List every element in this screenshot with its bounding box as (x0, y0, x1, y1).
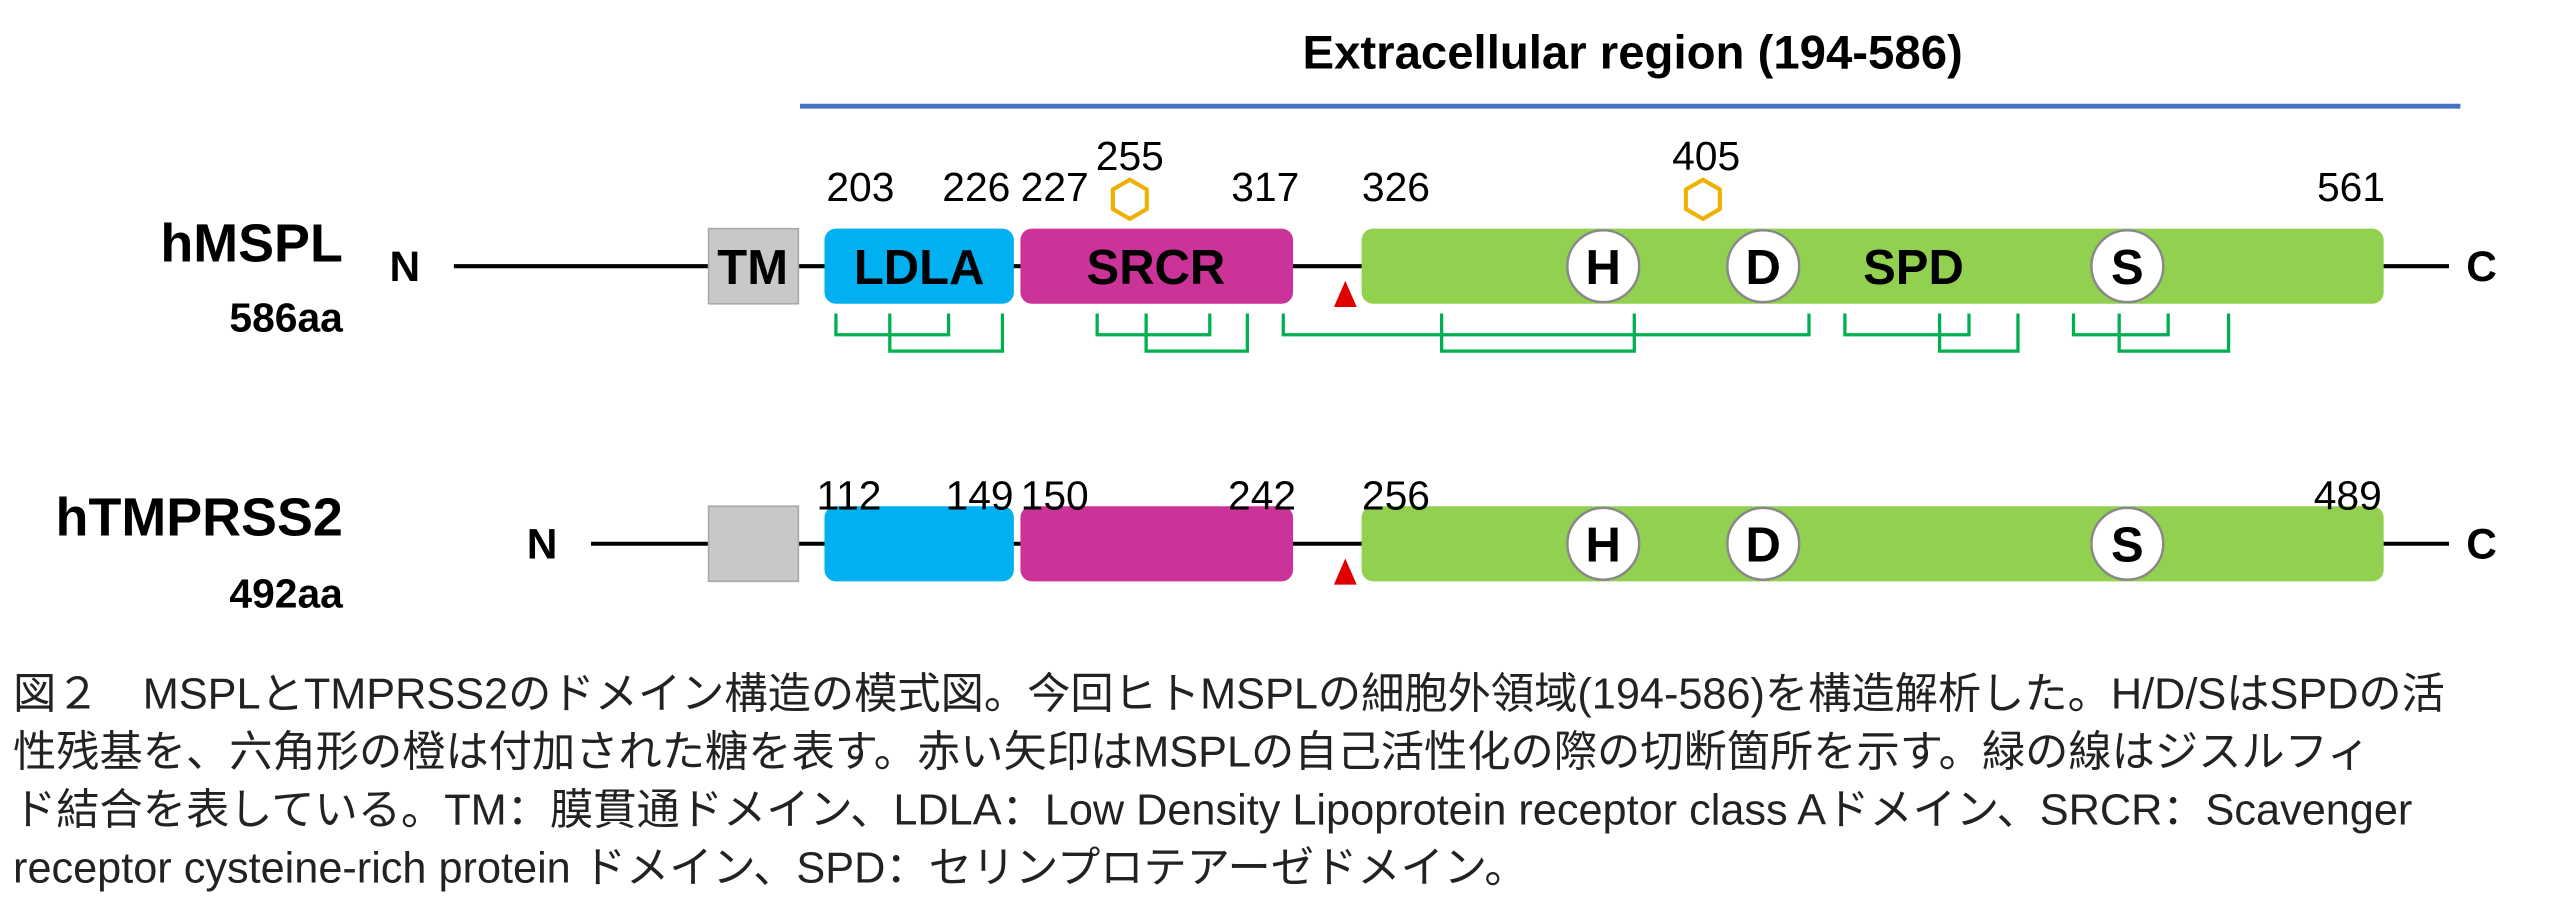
active-site (1566, 506, 1641, 581)
active-site-label: D (1746, 241, 1781, 295)
srcr-label: SRCR (1087, 241, 1226, 295)
active-site-label: D (1746, 519, 1781, 573)
tm-domain (707, 505, 800, 583)
position-label: 112 (816, 472, 881, 518)
position-label: 203 (826, 164, 894, 210)
active-site-label: H (1586, 519, 1621, 573)
position-label: 561 (2317, 164, 2385, 210)
position-label: 150 (1021, 472, 1089, 518)
active-site-label: H (1586, 241, 1621, 295)
caption: 図２ MSPLとTMPRSS2のドメイン構造の模式図。今回ヒトMSPLの細胞外領… (13, 671, 2445, 893)
n-terminus: N (390, 243, 421, 290)
c-terminus: C (2466, 243, 2497, 290)
protein-length: 492aa (229, 570, 343, 616)
srcr-domain (1020, 506, 1294, 582)
disulfide-bond (2117, 313, 2231, 353)
cleavage-arrow (1333, 558, 1357, 585)
region-title: Extracellular region (194-586) (1303, 27, 1963, 80)
active-site (2090, 229, 2165, 304)
protein-name: hTMPRSS2 (56, 488, 343, 548)
disulfide-bond (1843, 313, 1971, 337)
caption-line: 性残基を、六角形の橙は付加された糖を表す。赤い矢印はMSPLの自己活性化の際の切… (13, 729, 2370, 777)
proteins: hMSPL 586aa N C TM LDLA SRCR SPD H D S 203 226 227255… (56, 133, 2497, 617)
spd-label: SPD (1863, 241, 1964, 295)
position-label: 405 (1672, 133, 1740, 179)
protein-length: 586aa (229, 295, 343, 341)
spd-domain (1361, 506, 2384, 582)
disulfide-bond (1281, 313, 1811, 337)
position-label: 227 (1021, 164, 1089, 210)
position-label: 242 (1228, 472, 1296, 518)
disulfide-bond (1440, 313, 1636, 353)
tm-label: TM (717, 241, 788, 295)
disulfide-bond (888, 313, 1005, 353)
disulfide-bond (1095, 313, 1212, 337)
active-site (2090, 506, 2165, 581)
srcr-domain (1020, 228, 1294, 304)
disulfide-bond (1144, 313, 1249, 353)
protein-name: hMSPL (160, 213, 343, 273)
glycan-hexagon (1683, 177, 1722, 222)
ldla-label: LDLA (854, 241, 985, 295)
caption-line: receptor cysteine-rich protein ドメイン、SPD：… (13, 845, 1528, 893)
position-label: 317 (1231, 164, 1299, 210)
position-label: 226 (942, 164, 1010, 210)
position-label: 489 (2314, 472, 2382, 518)
position-label: 149 (946, 472, 1014, 518)
tm-domain (707, 227, 800, 305)
caption-line: 図２ MSPLとTMPRSS2のドメイン構造の模式図。今回ヒトMSPLの細胞外領… (13, 671, 2445, 719)
disulfide-bond (1937, 313, 2020, 353)
disulfide-bond (834, 313, 951, 337)
active-site-label: S (2111, 241, 2144, 295)
cleavage-arrow (1333, 280, 1357, 308)
ldla-domain (824, 506, 1014, 582)
glycan-hexagon (1110, 177, 1149, 222)
n-terminus: N (527, 520, 558, 567)
active-site (1566, 229, 1641, 304)
ldla-domain (824, 228, 1014, 304)
position-label: 255 (1096, 133, 1164, 179)
c-terminus: C (2466, 520, 2497, 567)
position-label: 256 (1362, 472, 1430, 518)
caption-line: ド結合を表している。TM：膜貫通ドメイン、LDLA：Low Density Li… (13, 787, 2412, 835)
position-label: 326 (1362, 164, 1430, 210)
active-site (1726, 229, 1801, 304)
active-site-label: S (2111, 519, 2144, 573)
active-site (1726, 506, 1801, 581)
